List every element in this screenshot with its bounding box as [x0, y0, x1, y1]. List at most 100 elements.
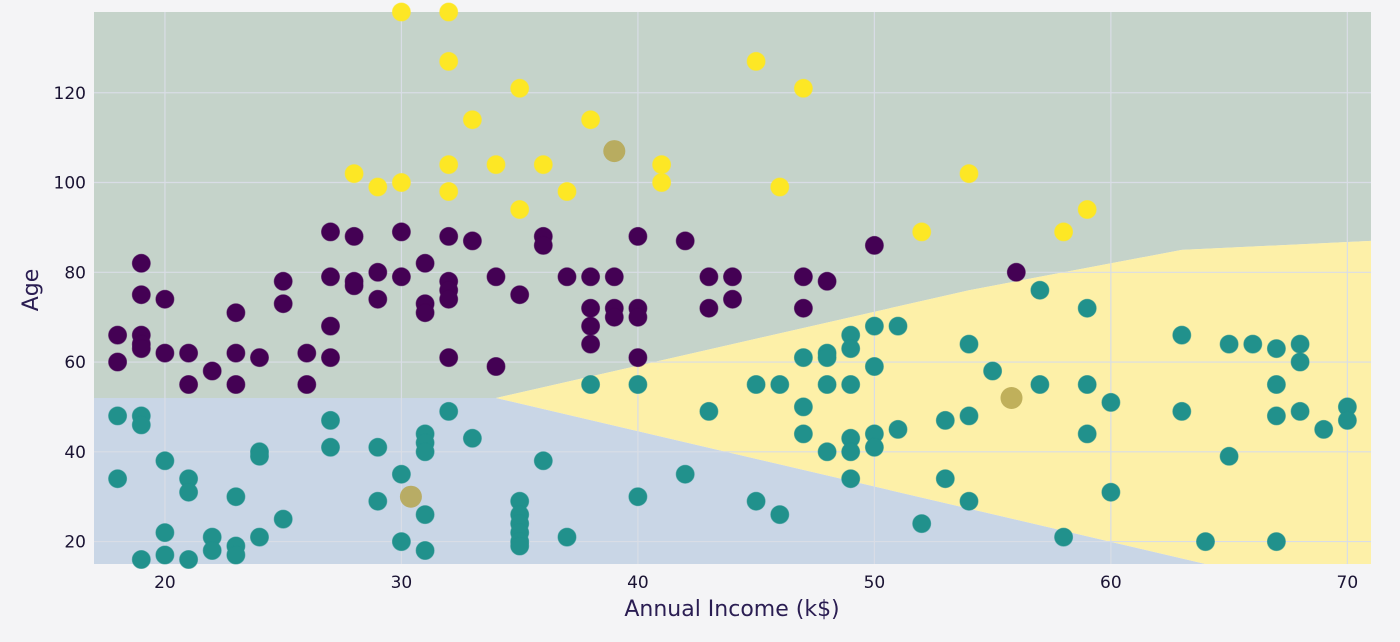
- data-point-purple: [628, 348, 648, 368]
- data-point-teal: [817, 375, 837, 394]
- x-tick-label: 70: [1337, 573, 1359, 593]
- data-point-teal: [841, 375, 861, 394]
- data-point-teal: [415, 505, 435, 525]
- data-point-teal: [1266, 532, 1286, 552]
- data-point-teal: [912, 514, 932, 534]
- data-point-purple: [391, 222, 411, 242]
- data-point-teal: [1219, 334, 1239, 354]
- data-point-teal: [699, 401, 719, 421]
- data-point-purple: [486, 267, 506, 287]
- data-point-teal: [250, 527, 269, 547]
- data-point-yellow: [652, 155, 672, 175]
- data-point-teal: [226, 545, 246, 565]
- data-point-teal: [1290, 352, 1310, 372]
- data-point-purple: [439, 348, 459, 368]
- data-point-purple: [226, 375, 246, 394]
- data-point-teal: [155, 451, 175, 471]
- data-point-purple: [344, 276, 364, 296]
- data-point-teal: [793, 424, 813, 444]
- data-point-teal: [226, 487, 246, 507]
- data-point-teal: [581, 375, 601, 394]
- data-point-teal: [888, 316, 908, 336]
- data-point-purple: [250, 348, 269, 368]
- data-point-teal: [179, 482, 199, 502]
- data-point-yellow: [510, 200, 530, 219]
- data-point-teal: [179, 550, 199, 569]
- data-point-purple: [675, 231, 695, 251]
- y-axis-ticks: 20 40 60 80 100 120: [54, 84, 86, 553]
- data-point-teal: [1337, 410, 1357, 430]
- data-point-teal: [841, 442, 861, 462]
- data-point-purple: [179, 375, 199, 394]
- data-point-teal: [888, 419, 908, 439]
- data-point-purple: [202, 361, 222, 381]
- data-point-teal: [415, 442, 435, 462]
- data-point-teal: [1101, 482, 1121, 502]
- data-point-teal: [155, 545, 175, 565]
- data-point-yellow: [439, 155, 459, 175]
- data-point-teal: [368, 491, 388, 511]
- data-point-yellow: [581, 110, 601, 130]
- data-point-purple: [817, 271, 837, 291]
- data-point-teal: [628, 487, 648, 507]
- data-point-teal: [1243, 334, 1263, 354]
- data-point-purple: [415, 253, 435, 273]
- data-point-purple: [723, 267, 742, 287]
- data-point-teal: [817, 442, 837, 462]
- data-point-teal: [959, 406, 979, 426]
- data-point-purple: [368, 289, 388, 309]
- data-point-purple: [226, 303, 246, 323]
- x-axis-ticks: 20 30 40 50 60 70: [154, 573, 1358, 593]
- data-point-purple: [415, 303, 435, 323]
- data-point-teal: [439, 401, 459, 421]
- data-point-teal: [202, 541, 222, 560]
- data-point-purple: [604, 307, 624, 327]
- data-point-purple: [391, 267, 411, 287]
- data-point-teal: [1266, 375, 1286, 394]
- data-point-purple: [793, 267, 813, 287]
- data-point-yellow: [486, 155, 506, 175]
- y-tick-label: 100: [54, 174, 86, 194]
- data-point-purple: [155, 343, 175, 363]
- data-point-teal: [628, 375, 648, 394]
- data-point-purple: [131, 253, 151, 273]
- data-point-purple: [155, 289, 175, 309]
- data-point-purple: [297, 343, 317, 363]
- data-point-teal: [273, 509, 293, 529]
- x-axis-label: Annual Income (k$): [624, 597, 839, 622]
- data-point-teal: [793, 397, 813, 417]
- x-tick-label: 20: [154, 573, 176, 593]
- cluster-centroids: [399, 140, 1023, 508]
- data-point-teal: [321, 410, 340, 430]
- data-point-purple: [557, 267, 577, 287]
- centroid-marker: [399, 485, 422, 508]
- data-point-teal: [841, 339, 861, 359]
- data-point-yellow: [439, 2, 459, 22]
- data-point-teal: [250, 446, 269, 466]
- data-point-purple: [131, 285, 151, 305]
- data-point-yellow: [344, 164, 364, 184]
- data-point-teal: [746, 491, 766, 511]
- data-point-purple: [108, 352, 128, 372]
- data-point-teal: [959, 334, 979, 354]
- x-tick-label: 40: [627, 573, 649, 593]
- data-point-purple: [273, 271, 293, 291]
- data-point-purple: [486, 357, 506, 376]
- data-point-yellow: [439, 182, 459, 201]
- data-point-purple: [321, 348, 340, 368]
- data-point-teal: [1266, 339, 1286, 359]
- data-point-teal: [1266, 406, 1286, 426]
- data-point-yellow: [510, 78, 530, 98]
- data-points: [108, 2, 1357, 569]
- y-tick-label: 120: [54, 84, 86, 104]
- data-point-teal: [1030, 375, 1050, 394]
- data-point-yellow: [770, 177, 790, 197]
- data-point-purple: [131, 339, 151, 359]
- data-point-purple: [297, 375, 317, 394]
- data-point-teal: [1077, 424, 1097, 444]
- data-point-purple: [462, 231, 482, 251]
- data-point-purple: [723, 289, 742, 309]
- data-point-teal: [841, 469, 861, 489]
- data-point-purple: [321, 316, 340, 336]
